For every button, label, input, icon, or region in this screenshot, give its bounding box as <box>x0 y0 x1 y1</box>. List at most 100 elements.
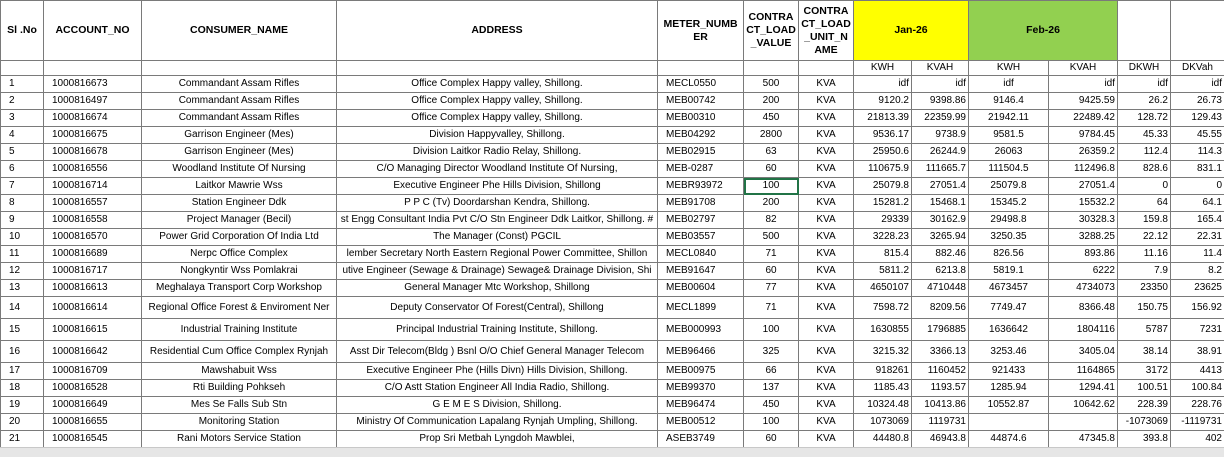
cell[interactable]: KVA <box>798 126 854 144</box>
cell[interactable]: Rti Building Pohkseh <box>141 379 337 397</box>
cell[interactable]: 7231 <box>1170 318 1224 341</box>
cell[interactable]: 8.2 <box>1170 262 1224 280</box>
cell[interactable]: 17 <box>0 362 44 380</box>
cell[interactable]: ADDRESS <box>336 0 658 61</box>
cell[interactable]: 228.39 <box>1117 396 1171 414</box>
cell[interactable]: 1000816642 <box>43 340 142 363</box>
cell[interactable]: 1000816717 <box>43 262 142 280</box>
cell[interactable]: KVAH <box>911 60 969 76</box>
cell[interactable]: 1000816556 <box>43 160 142 178</box>
cell[interactable]: 15468.1 <box>911 194 969 212</box>
cell[interactable]: 3172 <box>1117 362 1171 380</box>
cell[interactable]: METER_NUMBER <box>657 0 744 61</box>
cell[interactable]: 1636642 <box>968 318 1049 341</box>
cell[interactable]: KVA <box>798 92 854 110</box>
cell[interactable]: 38.14 <box>1117 340 1171 363</box>
cell[interactable]: MEB04292 <box>657 126 744 144</box>
cell[interactable]: KWH <box>968 60 1049 76</box>
cell[interactable]: 26359.2 <box>1048 143 1118 161</box>
cell[interactable]: 828.6 <box>1117 160 1171 178</box>
cell[interactable]: 1000816613 <box>43 279 142 297</box>
cell[interactable]: 38.91 <box>1170 340 1224 363</box>
cell[interactable]: ACCOUNT_NO <box>43 0 142 61</box>
cell[interactable]: 8 <box>0 194 44 212</box>
cell[interactable]: 393.8 <box>1117 430 1171 448</box>
cell[interactable]: 2800 <box>743 126 799 144</box>
cell[interactable]: KVA <box>798 245 854 263</box>
cell[interactable]: 1000816674 <box>43 109 142 127</box>
cell[interactable]: lember Secretary North Eastern Regional … <box>336 245 658 263</box>
cell[interactable] <box>743 60 799 76</box>
cell[interactable]: 71 <box>743 245 799 263</box>
cell[interactable]: MEB02915 <box>657 143 744 161</box>
cell[interactable]: 44480.8 <box>853 430 912 448</box>
cell[interactable]: 402 <box>1170 430 1224 448</box>
cell[interactable] <box>968 413 1049 431</box>
cell[interactable]: 25950.6 <box>853 143 912 161</box>
cell[interactable]: 325 <box>743 340 799 363</box>
cell[interactable]: 21942.11 <box>968 109 1049 127</box>
cell[interactable]: 112.4 <box>1117 143 1171 161</box>
cell[interactable]: MEB00742 <box>657 92 744 110</box>
cell[interactable]: 2 <box>0 92 44 110</box>
cell[interactable]: Office Complex Happy valley, Shillong. <box>336 92 658 110</box>
cell[interactable]: 500 <box>743 75 799 93</box>
cell[interactable]: 64 <box>1117 194 1171 212</box>
cell[interactable]: 20 <box>0 413 44 431</box>
cell[interactable]: 1185.43 <box>853 379 912 397</box>
cell[interactable]: Executive Engineer Phe (Hills Divn) Hill… <box>336 362 658 380</box>
cell[interactable]: 3366.13 <box>911 340 969 363</box>
cell[interactable]: KVA <box>798 109 854 127</box>
cell[interactable]: 12 <box>0 262 44 280</box>
cell[interactable] <box>1170 0 1224 61</box>
cell[interactable]: 71 <box>743 296 799 319</box>
cell[interactable]: 8366.48 <box>1048 296 1118 319</box>
cell[interactable]: 4734073 <box>1048 279 1118 297</box>
cell[interactable]: 11.4 <box>1170 245 1224 263</box>
cell[interactable]: 21 <box>0 430 44 448</box>
cell[interactable]: KVAH <box>1048 60 1118 76</box>
cell[interactable]: KVA <box>798 194 854 212</box>
cell[interactable]: 22359.99 <box>911 109 969 127</box>
cell[interactable] <box>43 60 142 76</box>
cell[interactable]: Nerpc Office Complex <box>141 245 337 263</box>
cell[interactable]: KVA <box>798 413 854 431</box>
cell[interactable]: 7598.72 <box>853 296 912 319</box>
cell[interactable]: 15532.2 <box>1048 194 1118 212</box>
cell[interactable]: 19 <box>0 396 44 414</box>
cell[interactable]: 9536.17 <box>853 126 912 144</box>
cell[interactable]: 9398.86 <box>911 92 969 110</box>
cell[interactable]: ASEB3749 <box>657 430 744 448</box>
cell[interactable]: 7.9 <box>1117 262 1171 280</box>
cell[interactable]: 15345.2 <box>968 194 1049 212</box>
cell[interactable]: idf <box>968 75 1049 93</box>
cell[interactable]: G E M E S Division, Shillong. <box>336 396 658 414</box>
cell[interactable]: 1630855 <box>853 318 912 341</box>
cell[interactable]: 1000816655 <box>43 413 142 431</box>
cell[interactable]: 921433 <box>968 362 1049 380</box>
cell[interactable]: 30162.9 <box>911 211 969 229</box>
cell[interactable]: Jan-26 <box>853 0 969 61</box>
cell[interactable]: 129.43 <box>1170 109 1224 127</box>
cell[interactable]: 63 <box>743 143 799 161</box>
cell[interactable]: 110675.9 <box>853 160 912 178</box>
cell[interactable]: 1000816709 <box>43 362 142 380</box>
cell[interactable]: Garrison Engineer (Mes) <box>141 126 337 144</box>
cell[interactable]: 815.4 <box>853 245 912 263</box>
cell[interactable]: MEB91647 <box>657 262 744 280</box>
cell[interactable]: 27051.4 <box>1048 177 1118 195</box>
cell[interactable]: 5 <box>0 143 44 161</box>
cell[interactable]: 1000816557 <box>43 194 142 212</box>
cell[interactable]: 112496.8 <box>1048 160 1118 178</box>
cell[interactable]: C/O Managing Director Woodland Institute… <box>336 160 658 178</box>
cell[interactable]: Feb-26 <box>968 0 1118 61</box>
cell[interactable]: 4650107 <box>853 279 912 297</box>
cell[interactable]: 13 <box>0 279 44 297</box>
cell[interactable]: DKWH <box>1117 60 1171 76</box>
cell[interactable]: 0 <box>1117 177 1171 195</box>
cell[interactable]: 16 <box>0 340 44 363</box>
cell[interactable]: MEB00975 <box>657 362 744 380</box>
cell[interactable]: 100.84 <box>1170 379 1224 397</box>
cell[interactable]: 1000816558 <box>43 211 142 229</box>
cell[interactable]: Division Laitkor Radio Relay, Shillong. <box>336 143 658 161</box>
